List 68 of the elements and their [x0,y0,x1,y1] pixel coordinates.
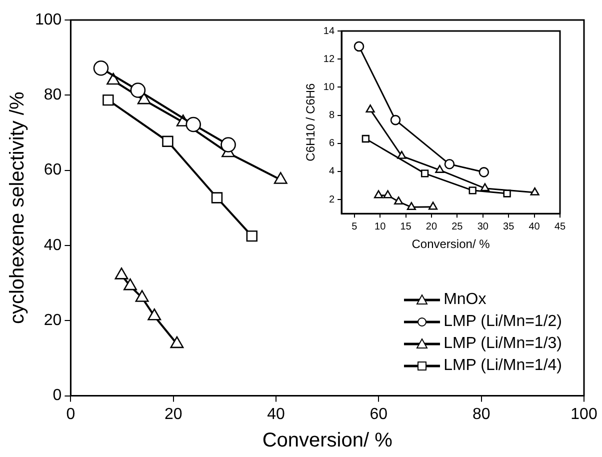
point [480,183,490,192]
x-axis-title: Conversion/ % [412,237,490,252]
x-axis-title: Conversion/ % [262,430,393,452]
point [220,137,236,152]
y-tick-label: 60 [44,162,62,179]
y-tick-label: 8 [328,110,335,122]
x-tick-label: 5 [352,221,358,232]
point [170,336,184,348]
x-tick-label: 100 [570,406,598,423]
point [503,190,511,198]
legend-label: LMP (Li/Mn=1/4) [444,356,562,376]
y-tick-label: 2 [328,194,335,206]
point [211,192,223,204]
point [397,150,406,159]
x-tick-label: 10 [374,221,386,232]
point [354,41,364,52]
point [383,190,392,198]
point [428,202,438,210]
y-tick-label: 20 [44,312,62,330]
y-tick-label: 14 [323,26,335,37]
x-tick-label: 35 [503,221,515,232]
point [530,187,540,196]
point [468,186,476,194]
point [186,116,202,132]
x-tick-label: 0 [66,406,76,423]
x-tick-label: 25 [452,221,464,232]
point [124,278,137,290]
x-tick-label: 45 [554,221,566,232]
x-tick-label: 15 [400,221,412,232]
point [93,60,109,76]
point [162,136,174,147]
y-tick-label: 4 [328,166,335,178]
y-tick-label: 0 [52,387,62,404]
y-tick-label: 6 [328,138,335,150]
point [420,170,429,178]
point [148,308,162,320]
point [478,167,490,178]
legend-label: MnOx [444,290,486,310]
point [406,202,416,210]
y-axis-title: C6H10 / C6H6 [304,82,318,162]
x-tick-label: 80 [472,406,490,423]
y-tick-label: 80 [44,86,62,104]
point [246,230,258,242]
y-tick-label: 100 [34,11,62,28]
point [390,114,401,126]
x-tick-label: 20 [164,406,182,423]
point [114,268,128,280]
point [374,190,384,198]
point [362,134,370,143]
point [394,196,404,205]
x-tick-label: 60 [370,406,388,423]
point [130,82,146,98]
legend-label: LMP (Li/Mn=1/3) [444,334,562,354]
y-tick-label: 10 [323,82,335,93]
point [366,104,375,113]
point [274,172,288,184]
x-tick-label: 40 [267,406,286,423]
point [444,159,455,170]
y-tick-label: 12 [323,54,335,65]
point [135,290,149,302]
point [435,164,444,173]
x-tick-label: 40 [528,221,540,232]
y-axis-title: cyclohexene selectivity /% [6,92,29,324]
legend-label: LMP (Li/Mn=1/2) [444,312,562,332]
y-tick-label: 40 [44,236,62,254]
x-tick-label: 30 [477,221,489,232]
point [102,94,114,106]
x-tick-label: 20 [426,221,438,232]
